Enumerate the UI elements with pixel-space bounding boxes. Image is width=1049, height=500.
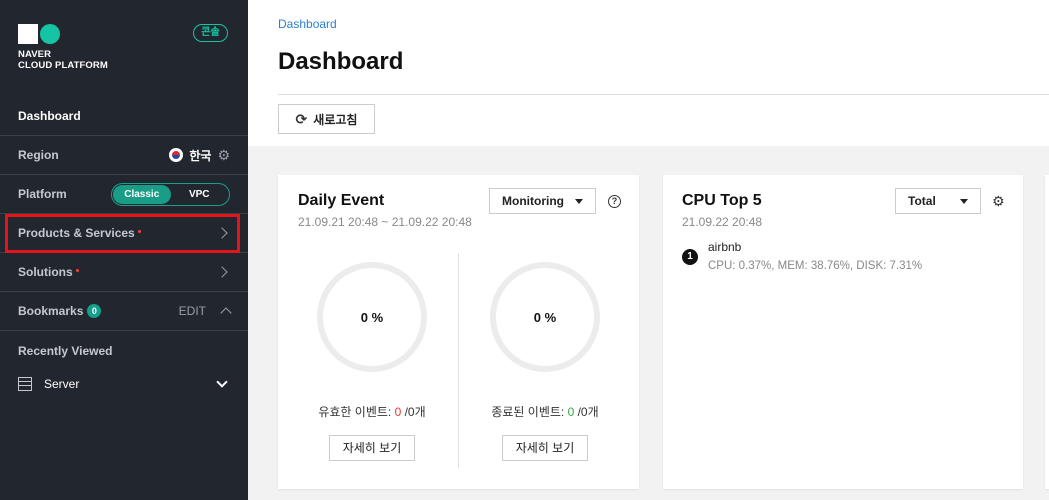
products-highlight-box bbox=[5, 214, 240, 253]
daily-event-filter-value: Monitoring bbox=[502, 194, 564, 208]
daily-event-filter-dropdown[interactable]: Monitoring bbox=[489, 188, 596, 214]
cpu-top5-filter-value: Total bbox=[908, 194, 936, 208]
daily-event-date-range: 21.09.21 20:48 ~ 21.09.22 20:48 bbox=[298, 215, 472, 229]
logo-circle bbox=[40, 24, 60, 44]
sidebar-item-solutions[interactable]: Solutions bbox=[0, 253, 248, 292]
platform-option-classic[interactable]: Classic bbox=[113, 184, 171, 204]
solutions-label: Solutions bbox=[18, 265, 73, 279]
next-card-edge bbox=[1045, 175, 1049, 489]
platform-option-vpc[interactable]: VPC bbox=[188, 188, 210, 200]
chevron-right-icon bbox=[216, 266, 228, 278]
closed-events-donut: 0 % bbox=[490, 262, 600, 372]
recent-item-server[interactable]: Server bbox=[0, 364, 248, 403]
valid-events-total: /0개 bbox=[401, 405, 426, 419]
cpu-top5-filter-dropdown[interactable]: Total bbox=[895, 188, 981, 214]
closed-events-count: 0 bbox=[567, 405, 575, 419]
page-title: Dashboard bbox=[278, 48, 404, 75]
logo-mark bbox=[18, 24, 108, 44]
valid-events-donut: 0 % bbox=[317, 262, 427, 372]
cpu-item-name[interactable]: airbnb bbox=[708, 240, 742, 254]
dashboard-label: Dashboard bbox=[18, 109, 81, 123]
korea-flag-icon bbox=[169, 148, 184, 162]
cpu-top5-title: CPU Top 5 bbox=[682, 192, 762, 209]
daily-event-card: Daily Event 21.09.21 20:48 ~ 21.09.22 20… bbox=[278, 175, 639, 489]
platform-toggle[interactable]: Classic VPC bbox=[111, 182, 230, 206]
valid-events-percent: 0 % bbox=[360, 309, 384, 325]
cpu-top5-card: CPU Top 5 21.09.22 20:48 Total ⚙ 1 airbn… bbox=[663, 175, 1023, 489]
server-label: Server bbox=[44, 376, 80, 391]
chevron-up-icon[interactable] bbox=[220, 307, 232, 319]
refresh-label: 새로고침 bbox=[313, 112, 358, 127]
region-value[interactable]: 한국 bbox=[189, 148, 212, 163]
logo-square bbox=[18, 24, 38, 44]
closed-events-label-text: 종료된 이벤트: bbox=[491, 405, 568, 419]
chevron-down-icon[interactable] bbox=[216, 375, 228, 388]
help-icon[interactable]: ? bbox=[608, 195, 621, 208]
naver-cloud-logo[interactable]: NAVER CLOUD PLATFORM bbox=[18, 24, 108, 71]
refresh-button[interactable]: ⟳ 새로고침 bbox=[278, 104, 375, 134]
header-divider bbox=[278, 94, 1049, 95]
logo-line1: NAVER bbox=[18, 49, 52, 60]
gear-icon[interactable]: ⚙ bbox=[217, 147, 230, 163]
server-icon bbox=[18, 376, 32, 391]
bookmarks-label: Bookmarks bbox=[18, 304, 84, 318]
gear-icon[interactable]: ⚙ bbox=[992, 193, 1005, 209]
card-divider bbox=[458, 253, 459, 468]
bookmarks-count-badge: 0 bbox=[87, 304, 102, 318]
sidebar: NAVER CLOUD PLATFORM 콘솔 Dashboard Region… bbox=[0, 0, 248, 500]
breadcrumb[interactable]: Dashboard bbox=[278, 17, 337, 31]
console-badge[interactable]: 콘솔 bbox=[193, 24, 228, 42]
sidebar-item-region: Region 한국 ⚙ bbox=[0, 136, 248, 175]
caret-down-icon bbox=[575, 198, 583, 204]
valid-events-label: 유효한 이벤트: 0 /0개 bbox=[298, 403, 446, 420]
sidebar-item-recently-viewed: Recently Viewed bbox=[0, 331, 248, 370]
cpu-item-stats: CPU: 0.37%, MEM: 38.76%, DISK: 7.31% bbox=[708, 260, 923, 272]
platform-label: Platform bbox=[18, 187, 67, 201]
closed-events-label: 종료된 이벤트: 0 /0개 bbox=[471, 403, 619, 420]
logo-text: NAVER CLOUD PLATFORM bbox=[18, 49, 108, 71]
sidebar-item-bookmarks[interactable]: Bookmarks 0 EDIT bbox=[0, 292, 248, 331]
refresh-icon: ⟳ bbox=[295, 110, 308, 127]
daily-event-title: Daily Event bbox=[298, 192, 385, 209]
valid-events-count: 0 bbox=[394, 405, 402, 419]
new-indicator-dot bbox=[75, 268, 79, 272]
region-label: Region bbox=[18, 148, 59, 162]
logo-line2: CLOUD PLATFORM bbox=[18, 60, 108, 71]
page-header: Dashboard Dashboard ⟳ 새로고침 bbox=[248, 0, 1049, 146]
closed-events-percent: 0 % bbox=[533, 309, 557, 325]
sidebar-item-dashboard[interactable]: Dashboard bbox=[0, 97, 248, 136]
new-indicator-dot bbox=[137, 229, 141, 233]
valid-events-label-text: 유효한 이벤트: bbox=[318, 405, 395, 419]
recently-viewed-label: Recently Viewed bbox=[18, 343, 113, 358]
bookmarks-edit-link[interactable]: EDIT bbox=[178, 304, 206, 318]
caret-down-icon bbox=[960, 198, 968, 204]
valid-events-detail-button[interactable]: 자세히 보기 bbox=[329, 435, 415, 461]
rank-1-badge: 1 bbox=[682, 249, 698, 265]
closed-events-total: /0개 bbox=[574, 405, 599, 419]
sidebar-item-platform: Platform Classic VPC bbox=[0, 175, 248, 214]
products-label: Products & Services bbox=[18, 226, 135, 240]
cpu-top5-date: 21.09.22 20:48 bbox=[682, 215, 763, 229]
closed-events-detail-button[interactable]: 자세히 보기 bbox=[502, 435, 588, 461]
